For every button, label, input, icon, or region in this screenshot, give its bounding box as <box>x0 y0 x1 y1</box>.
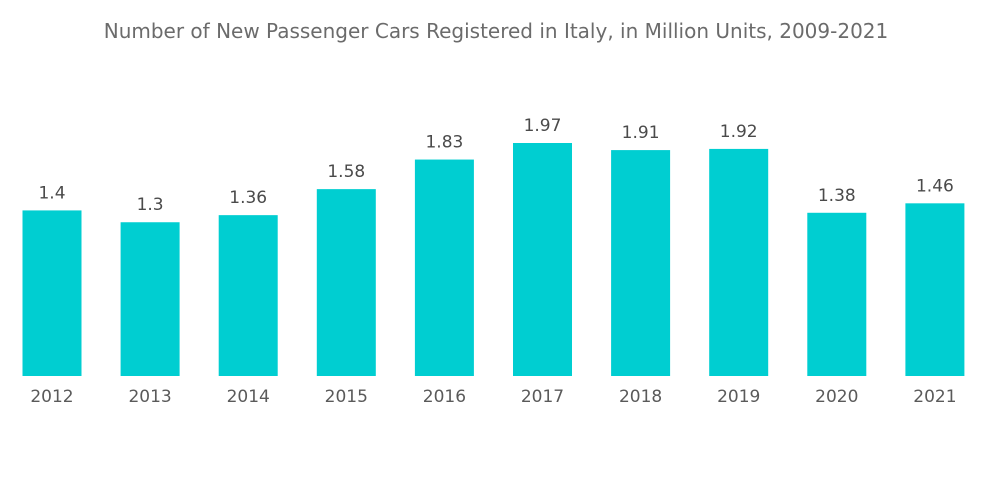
bar-2017 <box>513 143 572 376</box>
bars-group <box>22 143 965 376</box>
bar-2013 <box>120 222 180 376</box>
bar-2016 <box>414 159 474 376</box>
value-label-2012: 1.4 <box>38 183 65 203</box>
x-tick-label-2017: 2017 <box>521 387 564 407</box>
bar-2019 <box>709 148 769 376</box>
x-tick-label-2014: 2014 <box>227 387 270 407</box>
x-tick-label-2020: 2020 <box>815 387 858 407</box>
chart-title: Number of New Passenger Cars Registered … <box>104 19 889 43</box>
x-tick-label-2012: 2012 <box>30 387 73 407</box>
x-tick-label-2015: 2015 <box>325 387 368 407</box>
x-tick-label-2016: 2016 <box>423 387 466 407</box>
x-tick-label-2018: 2018 <box>619 387 662 407</box>
bar-2020 <box>807 212 867 376</box>
value-label-2020: 1.38 <box>818 186 856 206</box>
x-tick-label-2013: 2013 <box>128 387 171 407</box>
value-labels-group: 1.4 1.3 1.36 1.58 1.83 1.97 1.91 1.92 1.38 1.46 <box>38 116 953 215</box>
value-label-2015: 1.58 <box>327 162 365 182</box>
value-label-2014: 1.36 <box>229 188 267 208</box>
value-label-2018: 1.91 <box>622 123 660 143</box>
value-label-2013: 1.3 <box>137 195 164 215</box>
bar-2021 <box>905 203 965 376</box>
x-tick-labels-group: 2012 2013 2014 2015 2016 2017 2018 2019 2020 2021 <box>30 387 956 407</box>
value-label-2016: 1.83 <box>425 133 463 153</box>
bar-2014 <box>218 215 278 376</box>
bar-2012 <box>22 210 82 376</box>
x-tick-label-2019: 2019 <box>717 387 760 407</box>
x-tick-label-2021: 2021 <box>913 387 956 407</box>
bar-2015 <box>316 189 376 376</box>
value-label-2021: 1.46 <box>916 176 954 196</box>
value-label-2019: 1.92 <box>720 122 758 142</box>
value-label-2017: 1.97 <box>524 116 562 136</box>
bar-2018 <box>611 150 671 376</box>
